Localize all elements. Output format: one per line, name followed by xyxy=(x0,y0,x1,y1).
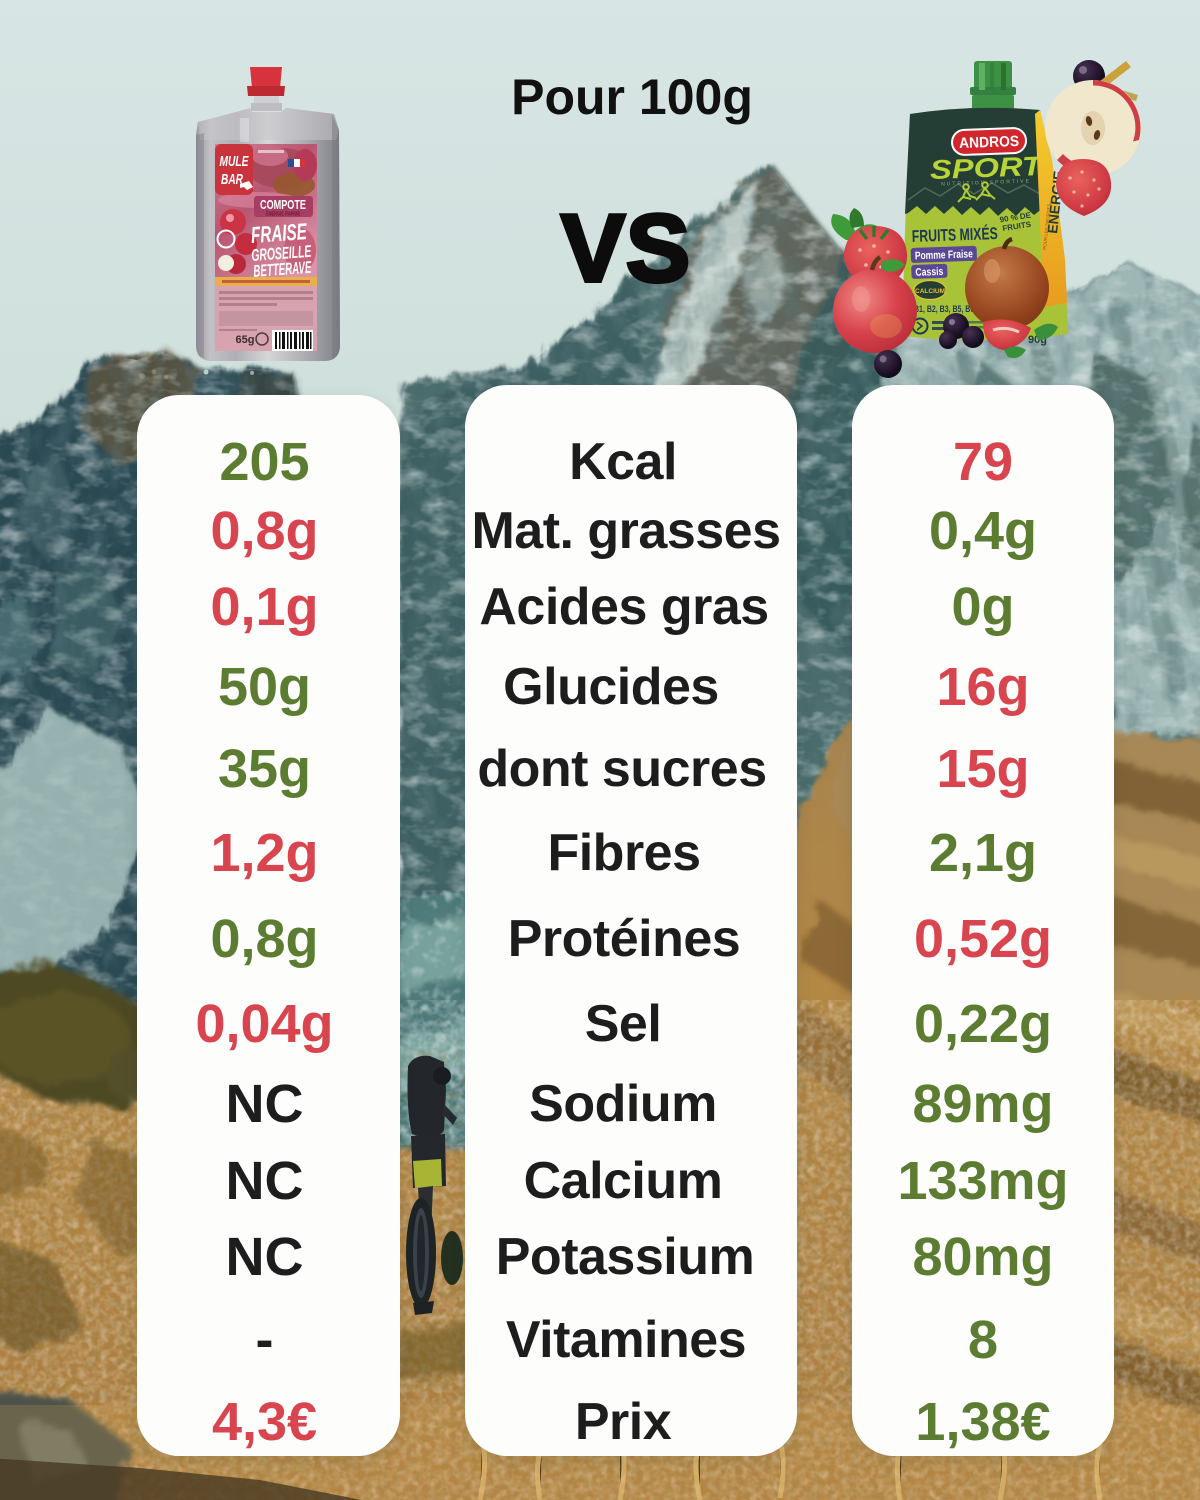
svg-text:SPORT: SPORT xyxy=(929,151,1045,185)
svg-text:NUTRITION SPORTIVE: NUTRITION SPORTIVE xyxy=(941,178,1031,187)
svg-text:ANDROS: ANDROS xyxy=(959,133,1020,152)
svg-text:FRAISE: FRAISE xyxy=(250,218,308,248)
svg-text:Cassis: Cassis xyxy=(915,266,943,279)
svg-text:BAR: BAR xyxy=(221,171,243,188)
svg-text:GROSEILLE: GROSEILLE xyxy=(251,242,313,265)
svg-text:ÉNERGIE RAPIDE: ÉNERGIE RAPIDE xyxy=(266,210,300,218)
svg-text:FRUITS MIXÉS: FRUITS MIXÉS xyxy=(911,224,998,246)
svg-text:Pomme Fraise: Pomme Fraise xyxy=(915,248,973,262)
svg-text:65g: 65g xyxy=(236,334,255,346)
svg-text:CALCIUM: CALCIUM xyxy=(915,288,945,295)
svg-text:BETTERAVE: BETTERAVE xyxy=(253,258,313,281)
svg-text:COMPOTE: COMPOTE xyxy=(260,198,306,212)
svg-text:POUR LES SPORTIFS: POUR LES SPORTIFS xyxy=(1042,203,1052,250)
svg-text:MULE: MULE xyxy=(220,153,250,170)
svg-text:B1, B2, B3, B5, B6, B8, C: B1, B2, B3, B5, B6, B8, C xyxy=(914,304,996,314)
